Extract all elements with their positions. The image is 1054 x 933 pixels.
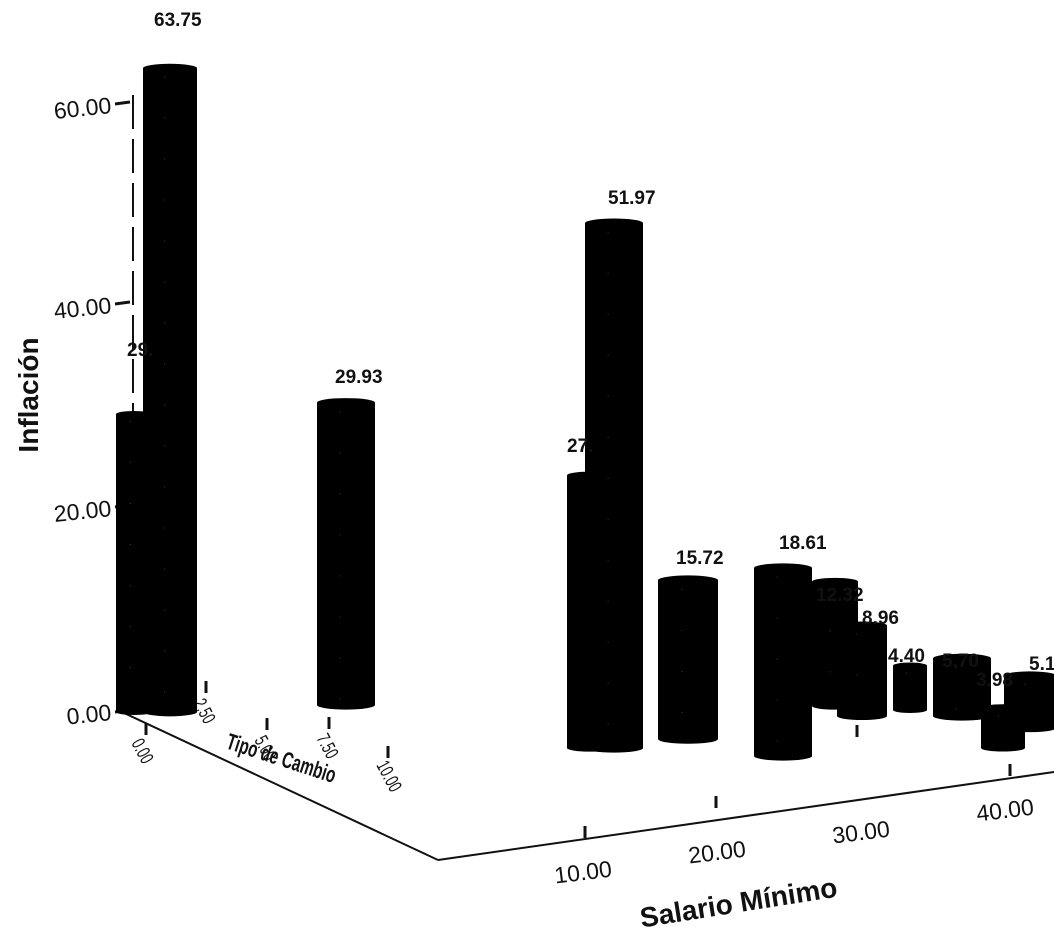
- bar-value-label: 4.40: [888, 646, 925, 667]
- base-tick-label: 40.00: [975, 794, 1035, 827]
- bar: [1004, 671, 1054, 733]
- z-tick-label: 20.00: [53, 495, 113, 527]
- bar: [143, 63, 197, 717]
- bar-value-label: 51.97: [608, 188, 656, 209]
- bar: [893, 662, 927, 713]
- bar-value-label: 12.32: [816, 585, 864, 606]
- z-tick-mark: [114, 100, 131, 106]
- bar-top: [812, 577, 858, 586]
- z-tick-label: 0.00: [65, 699, 112, 730]
- z-axis-ticks: 0.00 20.00 40.00 60.00: [53, 92, 131, 730]
- z-tick-label: 40.00: [53, 292, 113, 324]
- bar-top: [754, 563, 812, 573]
- z-axis-title: Inflación: [13, 337, 44, 452]
- side-tick-label: 10.00: [372, 757, 406, 795]
- bar-body: [837, 625, 887, 716]
- bar-body: [585, 223, 643, 748]
- bar-value-label: 5.70: [942, 651, 979, 672]
- bar-value-label: 3.98: [976, 670, 1013, 691]
- bar: [837, 621, 887, 720]
- bar-labels: 29. 63.75 29.93 27. 51.97 15.72 18.61 12.328.96…: [127, 10, 1054, 691]
- bar-bottom: [658, 734, 718, 744]
- bar-body: [754, 568, 812, 756]
- bar-bottom: [1004, 723, 1054, 733]
- bar: [933, 653, 991, 721]
- bar-bottom: [837, 712, 887, 720]
- side-axis-line: [121, 711, 439, 861]
- bar-bottom: [933, 711, 991, 721]
- base-axis-title: Salario Mínimo: [638, 872, 840, 933]
- base-tick-label: 20.00: [687, 836, 747, 869]
- bar-bottom: [893, 707, 927, 713]
- bar-value-label: 29.: [127, 340, 153, 361]
- bar-body: [317, 402, 375, 705]
- bar: [585, 218, 643, 753]
- bar-top: [585, 218, 643, 228]
- bar-top: [658, 575, 718, 586]
- bar-top: [317, 398, 375, 408]
- bar-top: [143, 63, 197, 73]
- bar-value-label: 15.72: [676, 548, 724, 569]
- bar: [317, 398, 375, 710]
- bar-top: [933, 653, 991, 664]
- bar-bottom: [585, 743, 643, 753]
- bar-body: [1004, 675, 1054, 728]
- bar-value-label: 27.: [567, 436, 593, 457]
- bar-value-label: 29.93: [335, 367, 383, 388]
- bar: [658, 575, 718, 744]
- bar-top: [1004, 671, 1054, 680]
- bar-body: [143, 68, 197, 712]
- z-tick-mark: [114, 300, 131, 306]
- bar-bottom: [981, 744, 1025, 752]
- bar-body: [658, 580, 718, 739]
- bar-bottom: [143, 707, 197, 717]
- bar-bottom: [317, 700, 375, 710]
- bar-value-label: 63.75: [154, 10, 202, 31]
- side-tick-label: 0.00: [127, 735, 157, 767]
- bar-value-label: 8.96: [862, 608, 899, 629]
- bar-bottom: [754, 751, 812, 761]
- bar-top: [837, 621, 887, 630]
- bar-body: [933, 658, 991, 716]
- base-tick-label: 10.00: [553, 856, 613, 889]
- bar-value-label: 5.19: [1029, 654, 1054, 675]
- base-tick-label: 30.00: [831, 816, 891, 849]
- bar-value-label: 18.61: [779, 533, 827, 554]
- z-tick-label: 60.00: [53, 92, 113, 124]
- bar-body: [893, 665, 927, 710]
- bar: [754, 563, 812, 761]
- base-axis-line: [437, 771, 1054, 861]
- bar-top: [893, 662, 927, 669]
- bars: [116, 63, 1054, 761]
